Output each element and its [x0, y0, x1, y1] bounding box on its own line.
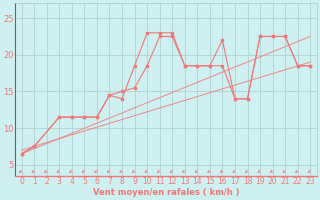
X-axis label: Vent moyen/en rafales ( km/h ): Vent moyen/en rafales ( km/h ) [93, 188, 239, 197]
